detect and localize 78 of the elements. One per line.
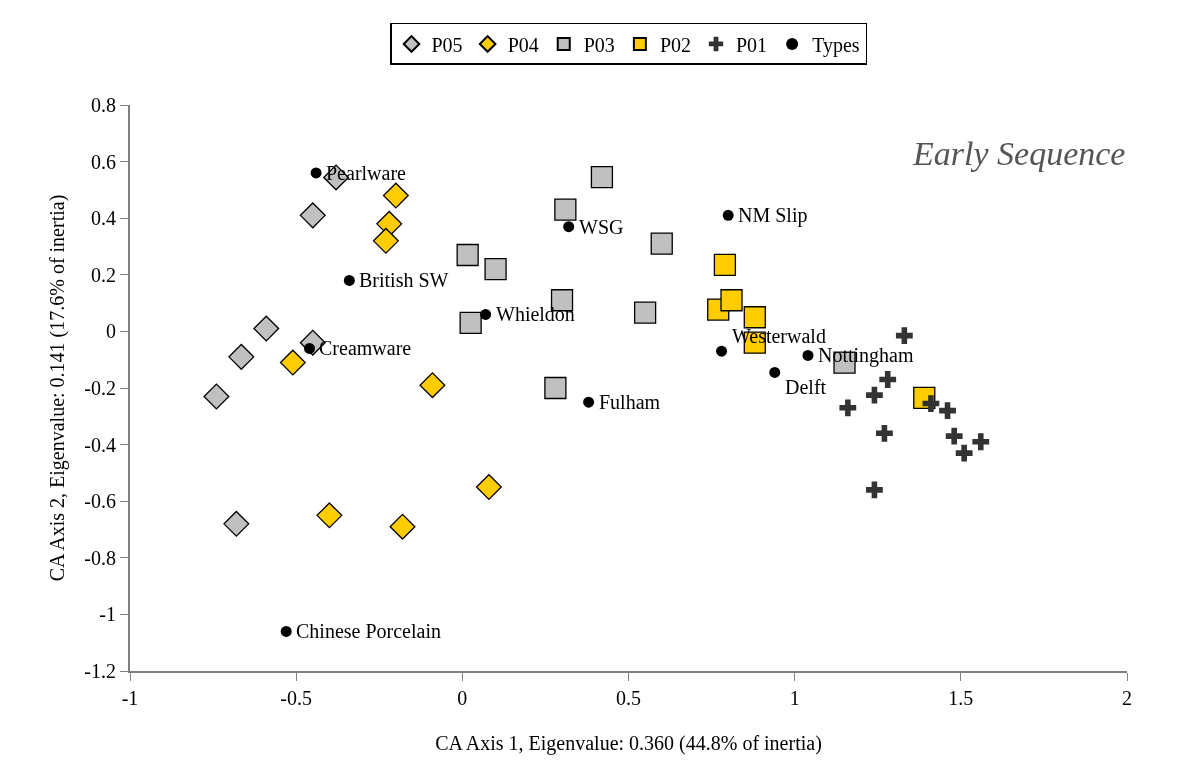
point (839, 399, 857, 417)
y-tick-label: 0.6 (91, 150, 116, 173)
annotation: Whieldon (496, 303, 575, 325)
annotation: WSG (579, 216, 624, 238)
point (722, 209, 734, 221)
point (382, 182, 409, 209)
point (879, 371, 897, 388)
point (650, 232, 673, 255)
annotation: Creamware (319, 337, 412, 359)
point (480, 308, 492, 320)
point (228, 343, 255, 370)
x-axis-title: CA Axis 1, Eigenvalue: 0.360 (44.8% of inertia) (435, 732, 822, 755)
y-tick-label: -0.8 (84, 546, 116, 569)
y-tick-label: 0 (106, 320, 116, 343)
y-tick-label: -1 (99, 603, 116, 626)
point (945, 427, 963, 445)
point (299, 202, 326, 229)
point (372, 227, 399, 254)
point (456, 243, 479, 267)
point (279, 349, 306, 376)
point (939, 402, 956, 420)
point (590, 166, 614, 189)
point (743, 306, 766, 329)
x-tick-label: 0.5 (616, 687, 641, 709)
x-tick-label: 1.5 (948, 687, 974, 709)
point (895, 327, 913, 345)
legend-label: P03 (583, 33, 615, 56)
point (972, 433, 990, 451)
point (280, 625, 292, 637)
point (253, 315, 280, 342)
x-tick-label: -0.5 (280, 687, 313, 709)
annotation: Early Sequence (912, 135, 1126, 172)
point (866, 386, 883, 404)
x-tick-label: 2 (1122, 687, 1132, 709)
point (316, 502, 343, 529)
point (955, 444, 973, 462)
annotation: British SW (359, 269, 449, 291)
annotation: Fulham (599, 391, 661, 413)
legend-label: Types (812, 33, 860, 57)
point (633, 301, 657, 324)
legend-label: P04 (507, 33, 539, 56)
point (389, 513, 416, 540)
point (866, 481, 883, 499)
point (475, 474, 502, 501)
legend-label: P02 (659, 33, 691, 56)
point (769, 366, 781, 378)
point (720, 289, 743, 312)
y-tick-label: 0.4 (91, 207, 116, 230)
point (203, 383, 230, 410)
point (419, 372, 446, 399)
x-tick-label: 1 (789, 687, 800, 709)
legend-label: P05 (431, 33, 463, 56)
y-axis-title: CA Axis 2, Eigenvalue: 0.141 (17.6% of inertia) (46, 194, 70, 582)
point (716, 345, 728, 357)
point (343, 274, 355, 286)
point (459, 311, 482, 335)
y-tick-label: -0.6 (84, 490, 116, 513)
point (484, 257, 507, 281)
point (223, 510, 250, 537)
y-tick-label: 0.8 (91, 94, 116, 116)
y-tick-label: 0.2 (91, 263, 116, 286)
annotation: Chinese Porcelain (296, 620, 441, 642)
legend-label: P01 (736, 33, 768, 56)
x-tick-label: 0 (457, 687, 468, 709)
point (876, 424, 893, 442)
point (563, 221, 575, 233)
y-tick-label: -0.4 (84, 433, 116, 456)
x-tick-label: -1 (121, 687, 139, 709)
annotation: Delft (785, 376, 827, 398)
point (554, 198, 577, 221)
point (802, 349, 814, 361)
y-tick-label: -1.2 (84, 660, 116, 682)
point (310, 167, 322, 179)
point (583, 396, 595, 408)
point (713, 253, 737, 277)
annotation: NM Slip (738, 204, 808, 227)
y-tick-label: -0.2 (84, 377, 116, 399)
point (544, 376, 567, 400)
